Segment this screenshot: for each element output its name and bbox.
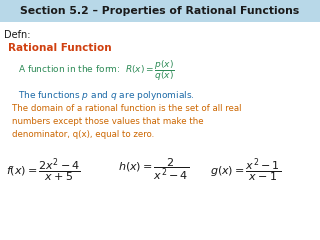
Text: Defn:: Defn: — [4, 30, 30, 40]
Text: The functions $p$ and $q$ are polynomials.: The functions $p$ and $q$ are polynomial… — [18, 89, 195, 102]
Text: Rational Function: Rational Function — [8, 43, 112, 53]
Text: The domain of a rational function is the set of all real
numbers except those va: The domain of a rational function is the… — [12, 104, 242, 139]
Text: $g(x) = \dfrac{x^2 - 1}{x - 1}$: $g(x) = \dfrac{x^2 - 1}{x - 1}$ — [210, 157, 281, 185]
Text: $f(x) = \dfrac{2x^2 - 4}{x + 5}$: $f(x) = \dfrac{2x^2 - 4}{x + 5}$ — [6, 157, 81, 185]
Text: Section 5.2 – Properties of Rational Functions: Section 5.2 – Properties of Rational Fun… — [20, 6, 300, 16]
Text: A function in the form:  $R(x) = \dfrac{p(x)}{q(x)}$: A function in the form: $R(x) = \dfrac{p… — [18, 58, 175, 83]
FancyBboxPatch shape — [0, 0, 320, 22]
Text: $h(x) = \dfrac{2}{x^2 - 4}$: $h(x) = \dfrac{2}{x^2 - 4}$ — [118, 157, 189, 182]
